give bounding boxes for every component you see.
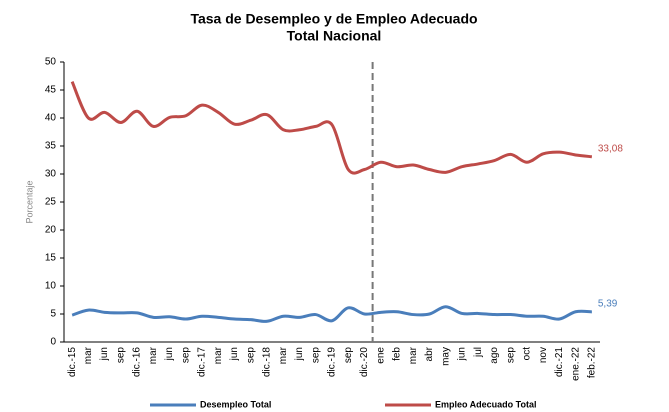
- x-tick-label: oct: [522, 347, 533, 361]
- x-tick-label: ene.-22: [570, 347, 581, 381]
- x-tick-label: ene: [375, 347, 386, 364]
- x-tick-label: nov: [538, 347, 549, 363]
- x-tick-label: sep: [115, 347, 126, 364]
- y-tick-label: 45: [45, 85, 57, 96]
- y-tick-label: 0: [50, 337, 56, 348]
- y-tick-label: 20: [45, 225, 57, 236]
- y-tick-label: 15: [45, 253, 57, 264]
- y-tick-label: 50: [45, 57, 57, 68]
- x-tick-label: dic.-17: [197, 347, 208, 377]
- x-tick-label: sep: [505, 347, 516, 364]
- x-tick-label: mar: [278, 346, 289, 364]
- x-tick-label: dic.-15: [67, 347, 78, 377]
- legend-label: Desempleo Total: [200, 399, 271, 409]
- x-tick-label: dic.-21: [554, 347, 565, 377]
- data-label: 5,39: [598, 298, 618, 309]
- y-tick-label: 40: [45, 113, 57, 124]
- legend-label: Empleo Adecuado Total: [435, 399, 537, 409]
- x-tick-label: jun: [294, 347, 305, 361]
- x-tick-label: dic.-18: [262, 347, 273, 377]
- y-tick-label: 35: [45, 141, 57, 152]
- x-tick-label: sep: [310, 347, 321, 364]
- x-tick-label: mar: [408, 346, 419, 364]
- x-tick-label: mar: [213, 346, 224, 364]
- series-line: [70, 80, 593, 175]
- x-tick-label: jul: [473, 347, 484, 358]
- x-tick-label: feb.-22: [587, 347, 598, 379]
- y-tick-label: 30: [45, 169, 57, 180]
- chart-title: Tasa de Desempleo y de Empleo Adecuado: [190, 11, 477, 27]
- x-tick-label: sep: [245, 347, 256, 364]
- x-tick-label: mar: [148, 346, 159, 364]
- chart-subtitle: Total Nacional: [287, 28, 382, 44]
- x-tick-label: sep: [343, 347, 354, 364]
- x-tick-label: dic.-19: [327, 347, 338, 377]
- x-tick-label: mar: [83, 346, 94, 364]
- y-tick-label: 5: [50, 309, 56, 320]
- y-axis-label: Porcentaje: [24, 180, 34, 223]
- x-tick-label: dic.-20: [359, 347, 370, 377]
- x-tick-label: jun: [99, 347, 110, 361]
- y-tick-label: 25: [45, 197, 57, 208]
- x-tick-label: jun: [457, 347, 468, 361]
- x-tick-label: dic.-16: [132, 347, 143, 377]
- x-tick-label: abr: [424, 346, 435, 361]
- series-line: [71, 305, 592, 323]
- y-tick-label: 10: [45, 281, 57, 292]
- x-tick-label: may: [440, 347, 451, 366]
- x-tick-label: sep: [180, 347, 191, 364]
- x-tick-label: jun: [229, 347, 240, 361]
- x-tick-label: ago: [489, 347, 500, 364]
- data-label: 33,08: [598, 143, 623, 154]
- x-tick-label: jun: [164, 347, 175, 361]
- x-tick-label: feb: [392, 347, 403, 361]
